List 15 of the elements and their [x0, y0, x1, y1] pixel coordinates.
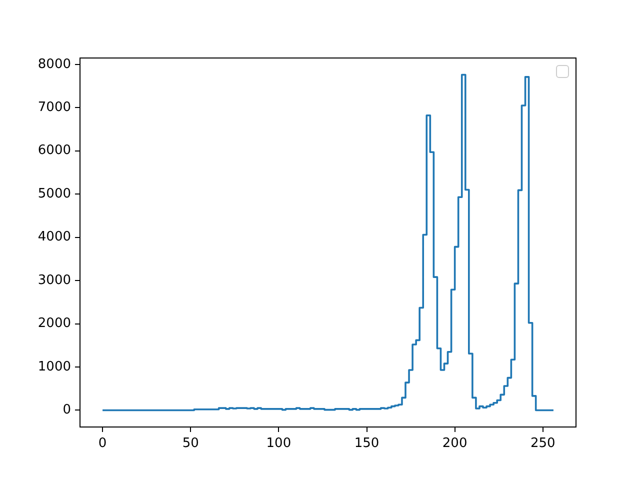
x-tick-label: 100	[266, 436, 292, 452]
y-tick-label: 6000	[38, 143, 71, 158]
y-tick-label: 4000	[38, 230, 71, 245]
y-tick-label: 1000	[38, 359, 71, 374]
x-tick-label: 150	[354, 436, 380, 452]
y-tick-label: 2000	[38, 316, 71, 332]
y-tick-label: 5000	[38, 186, 71, 202]
y-tick-label: 3000	[38, 272, 71, 288]
x-tick-label: 50	[182, 436, 199, 452]
y-tick-label: 8000	[38, 56, 71, 72]
y-tick-label: 7000	[38, 100, 71, 115]
x-tick-label: 200	[442, 436, 468, 452]
y-tick-label: 0	[62, 402, 71, 418]
x-tick-label: 250	[530, 436, 556, 452]
x-tick-label: 0	[98, 436, 107, 452]
